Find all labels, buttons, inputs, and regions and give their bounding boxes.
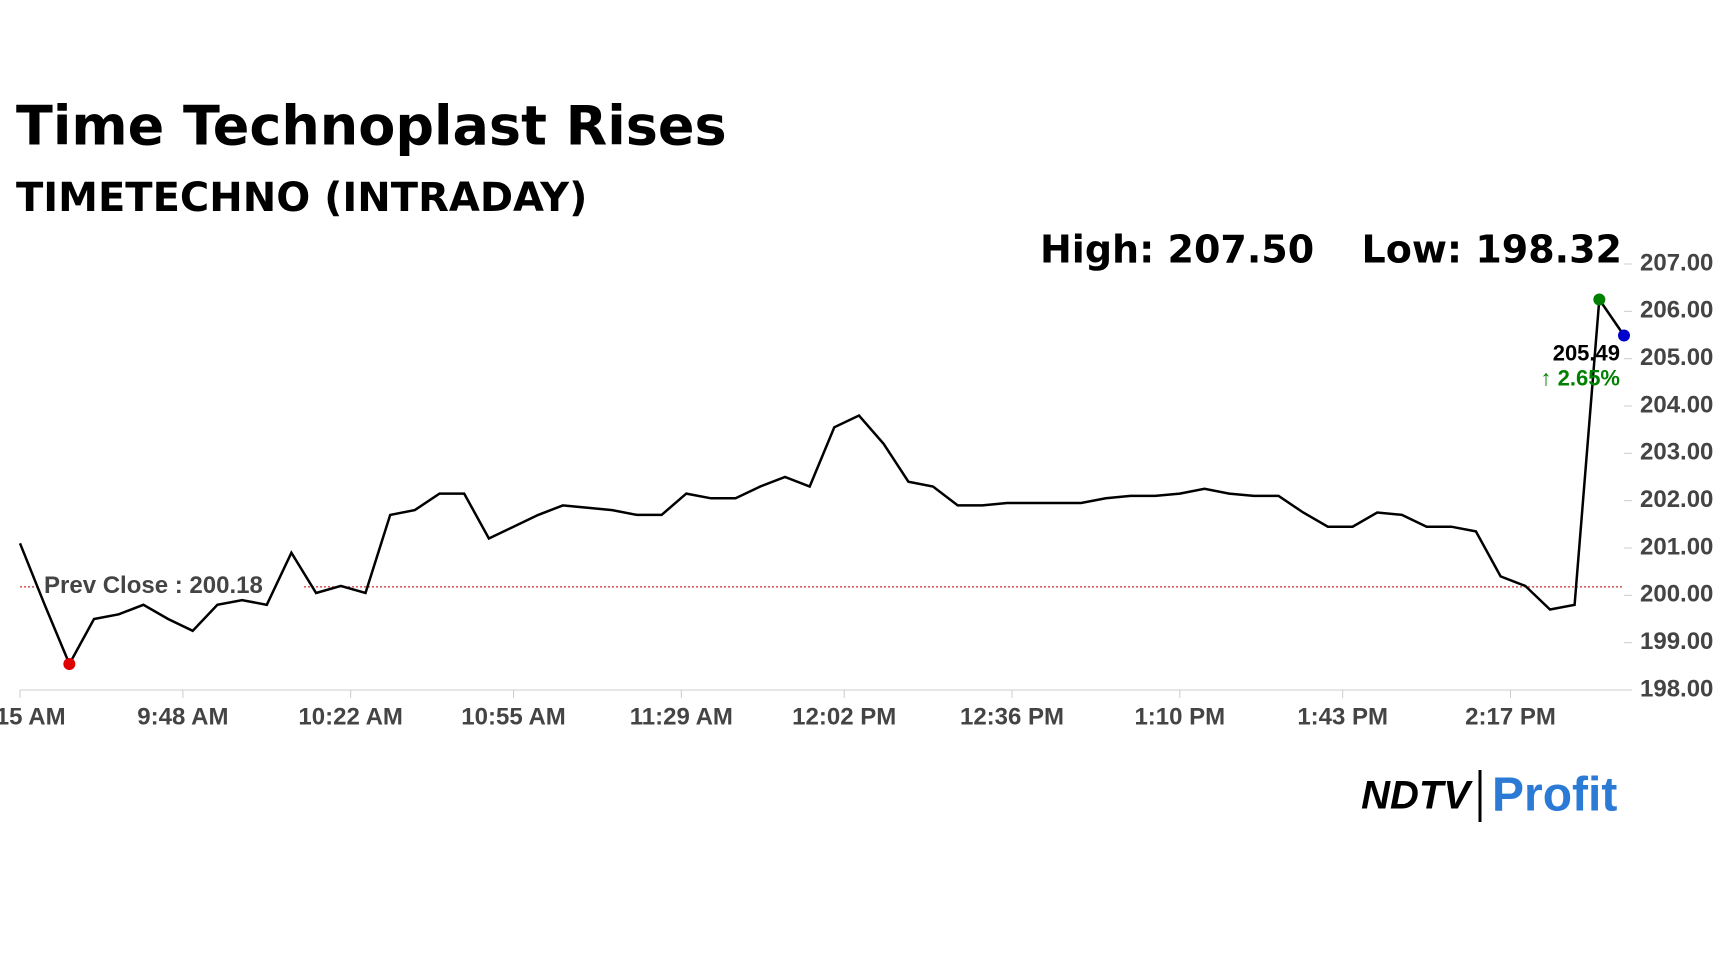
y-tick-label: 202.00 (1640, 486, 1713, 513)
high-label: High: 207.50 (1040, 228, 1314, 272)
x-tick-label: 1:10 PM (1134, 703, 1225, 730)
low-marker (63, 657, 76, 670)
y-tick-label: 199.00 (1640, 628, 1713, 655)
y-tick-label: 200.00 (1640, 581, 1713, 608)
chart-title: Time Technoplast Rises (16, 95, 727, 158)
x-tick-label: 9:15 AM (0, 703, 66, 730)
prev-close-label: Prev Close : 200.18 (44, 572, 263, 599)
x-tick-label: 11:29 AM (630, 703, 733, 730)
brand-left: NDTV (1361, 774, 1473, 818)
chart-subtitle: TIMETECHNO (INTRADAY) (16, 175, 587, 221)
brand-right: Profit (1492, 769, 1617, 822)
last-value-label: 205.49 (1553, 340, 1620, 365)
x-tick-label: 10:55 AM (461, 703, 565, 730)
change-label: ↑ 2.65% (1541, 365, 1621, 390)
x-tick-label: 2:17 PM (1465, 703, 1556, 730)
y-tick-label: 206.00 (1640, 297, 1713, 324)
y-tick-label: 205.00 (1640, 344, 1713, 371)
x-tick-label: 1:43 PM (1297, 703, 1388, 730)
y-tick-label: 203.00 (1640, 439, 1713, 466)
prev-close-bg (40, 570, 302, 601)
y-tick-label: 198.00 (1640, 675, 1713, 702)
y-tick-label: 207.00 (1640, 249, 1713, 276)
price-line (18, 295, 1626, 667)
low-label: Low: 198.32 (1362, 228, 1623, 272)
x-tick-label: 12:36 PM (960, 703, 1064, 730)
y-tick-label: 204.00 (1640, 391, 1713, 418)
high-marker (1593, 293, 1606, 306)
x-tick-label: 10:22 AM (298, 703, 402, 730)
last-marker (1618, 329, 1630, 342)
y-tick-label: 201.00 (1640, 533, 1713, 560)
x-tick-label: 12:02 PM (792, 703, 896, 730)
x-tick-label: 9:48 AM (137, 703, 228, 730)
